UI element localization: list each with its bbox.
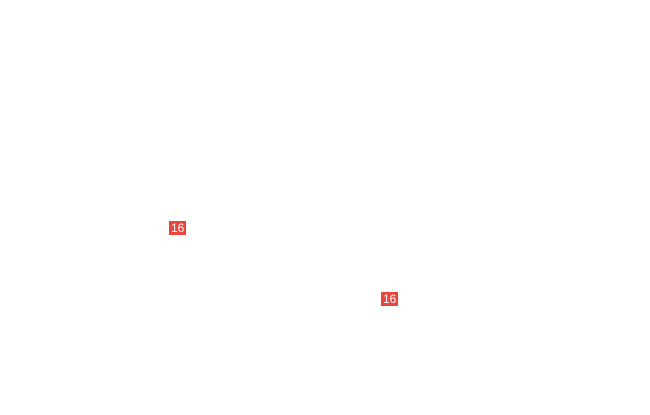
badge-count: 16 <box>169 221 187 235</box>
badge-count: 16 <box>381 292 399 306</box>
